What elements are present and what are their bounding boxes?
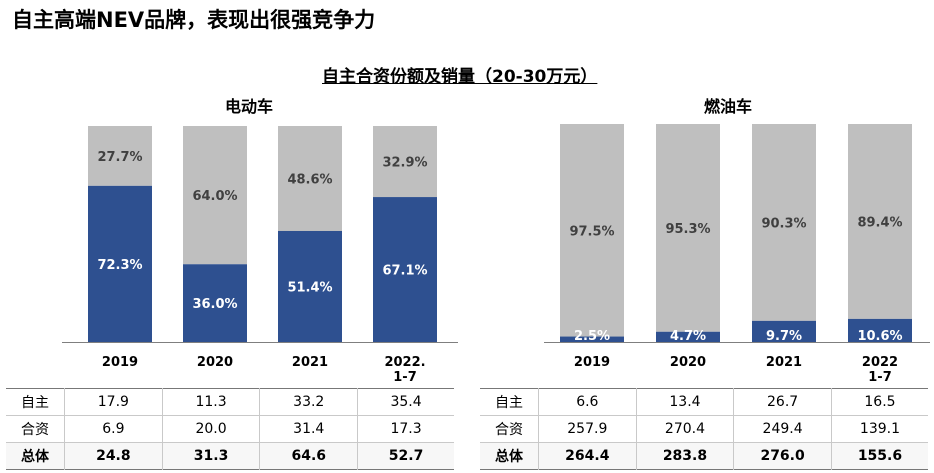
x-tick-label: 2020	[197, 355, 233, 370]
table-cell: 35.4	[357, 388, 454, 416]
data-label-domestic: 36.0%	[192, 297, 237, 312]
table-cell: 20.0	[161, 415, 260, 443]
table-cell: 17.3	[357, 415, 454, 443]
row-label: 合资	[21, 422, 49, 438]
table-cell: 139.1	[830, 415, 928, 443]
bar-segment-domestic	[848, 318, 912, 342]
table-cell: 33.2	[259, 388, 358, 416]
data-label-domestic: 10.6%	[857, 329, 902, 344]
x-tick-label: 2019	[574, 355, 610, 370]
table-cell: 31.4	[259, 415, 358, 443]
data-label-jv: 32.9%	[382, 156, 427, 171]
row-label: 自主	[21, 395, 49, 411]
ev-chart-title: 电动车	[225, 97, 274, 116]
bar-segment-jv	[183, 126, 247, 265]
bar-segment-jv	[752, 124, 816, 321]
bar-segment-domestic	[656, 331, 720, 342]
bar-segment-domestic	[560, 336, 624, 342]
x-tick-label: 2022.	[384, 355, 425, 370]
table-cell: 283.8	[635, 442, 734, 470]
bar-segment-domestic	[373, 197, 437, 342]
table-cell: 6.6	[538, 388, 637, 416]
bar-segment-domestic	[278, 230, 342, 342]
ev-share-chart: 72.3% 27.7% 2019 36.0% 64.0% 2020 51.4% 48.6% 20…	[62, 126, 458, 385]
data-label-domestic: 67.1%	[382, 264, 427, 279]
row-label: 合资	[495, 422, 523, 438]
x-tick-label: 2021	[292, 355, 328, 370]
ice-share-chart: 2.5% 97.5% 2019 4.7% 95.3% 2020 9.7% 90.3% 2021 1…	[544, 124, 930, 385]
data-label-domestic: 72.3%	[97, 258, 142, 273]
table-cell: 11.3	[161, 388, 260, 416]
bar-segment-jv	[656, 124, 720, 332]
table-row: 自主 6.6 13.4 26.7 16.5	[480, 388, 928, 416]
row-label: 总体	[6, 442, 65, 470]
x-tick-label: 2020	[670, 355, 706, 370]
table-cell: 16.5	[830, 388, 928, 416]
data-label-domestic: 2.5%	[574, 329, 610, 344]
table-cell: 17.9	[64, 388, 163, 416]
data-label-jv: 89.4%	[857, 215, 902, 230]
bar-segment-domestic	[752, 320, 816, 342]
data-label-jv: 48.6%	[287, 172, 332, 187]
ice-sales-table: 自主 6.6 13.4 26.7 16.5 合资 257.9 270.4 249.4 139.1 总…	[480, 388, 928, 470]
table-cell: 64.6	[259, 442, 358, 470]
table-cell: 52.7	[357, 442, 454, 470]
table-row: 总体 264.4 283.8 276.0 155.6	[480, 442, 928, 470]
data-label-jv: 90.3%	[761, 216, 806, 231]
page-subtitle: 自主合资份额及销量（20-30万元）	[322, 67, 598, 87]
data-label-domestic: 4.7%	[670, 329, 706, 344]
page-title: 自主高端NEV品牌，表现出很强竞争力	[12, 8, 376, 32]
data-label-jv: 95.3%	[665, 222, 710, 237]
bar-segment-jv	[373, 126, 437, 198]
data-label-jv: 97.5%	[569, 224, 614, 239]
bar-segment-jv	[88, 126, 152, 186]
table-cell: 257.9	[538, 415, 637, 443]
data-label-domestic: 9.7%	[766, 329, 802, 344]
table-cell: 270.4	[635, 415, 734, 443]
table-cell: 276.0	[733, 442, 832, 470]
table-row: 合资 257.9 270.4 249.4 139.1	[480, 415, 928, 443]
table-cell: 13.4	[635, 388, 734, 416]
row-label: 自主	[495, 395, 523, 411]
x-tick-label: 2019	[102, 355, 138, 370]
table-cell: 31.3	[161, 442, 260, 470]
bar-segment-jv	[848, 124, 912, 319]
table-row: 合资 6.9 20.0 31.4 17.3	[6, 415, 454, 443]
ev-sales-table: 自主 17.9 11.3 33.2 35.4 合资 6.9 20.0 31.4 17.3 总体 24.…	[6, 388, 454, 470]
x-tick-label: 1-7	[393, 370, 417, 385]
data-label-jv: 27.7%	[97, 150, 142, 165]
bar-segment-domestic	[183, 264, 247, 342]
table-cell: 6.9	[64, 415, 163, 443]
table-cell: 26.7	[733, 388, 832, 416]
data-label-jv: 64.0%	[192, 189, 237, 204]
ice-chart-title: 燃油车	[704, 97, 753, 116]
bar-segment-domestic	[88, 185, 152, 342]
data-label-domestic: 51.4%	[287, 280, 332, 295]
x-tick-label: 1-7	[868, 370, 892, 385]
table-cell: 264.4	[538, 442, 637, 470]
row-label: 总体	[480, 442, 539, 470]
table-cell: 155.6	[830, 442, 928, 470]
table-row: 总体 24.8 31.3 64.6 52.7	[6, 442, 454, 470]
table-cell: 249.4	[733, 415, 832, 443]
table-row: 自主 17.9 11.3 33.2 35.4	[6, 388, 454, 416]
bar-segment-jv	[560, 124, 624, 337]
table-cell: 24.8	[64, 442, 163, 470]
x-tick-label: 2021	[766, 355, 802, 370]
x-tick-label: 2022	[862, 355, 898, 370]
bar-segment-jv	[278, 126, 342, 231]
